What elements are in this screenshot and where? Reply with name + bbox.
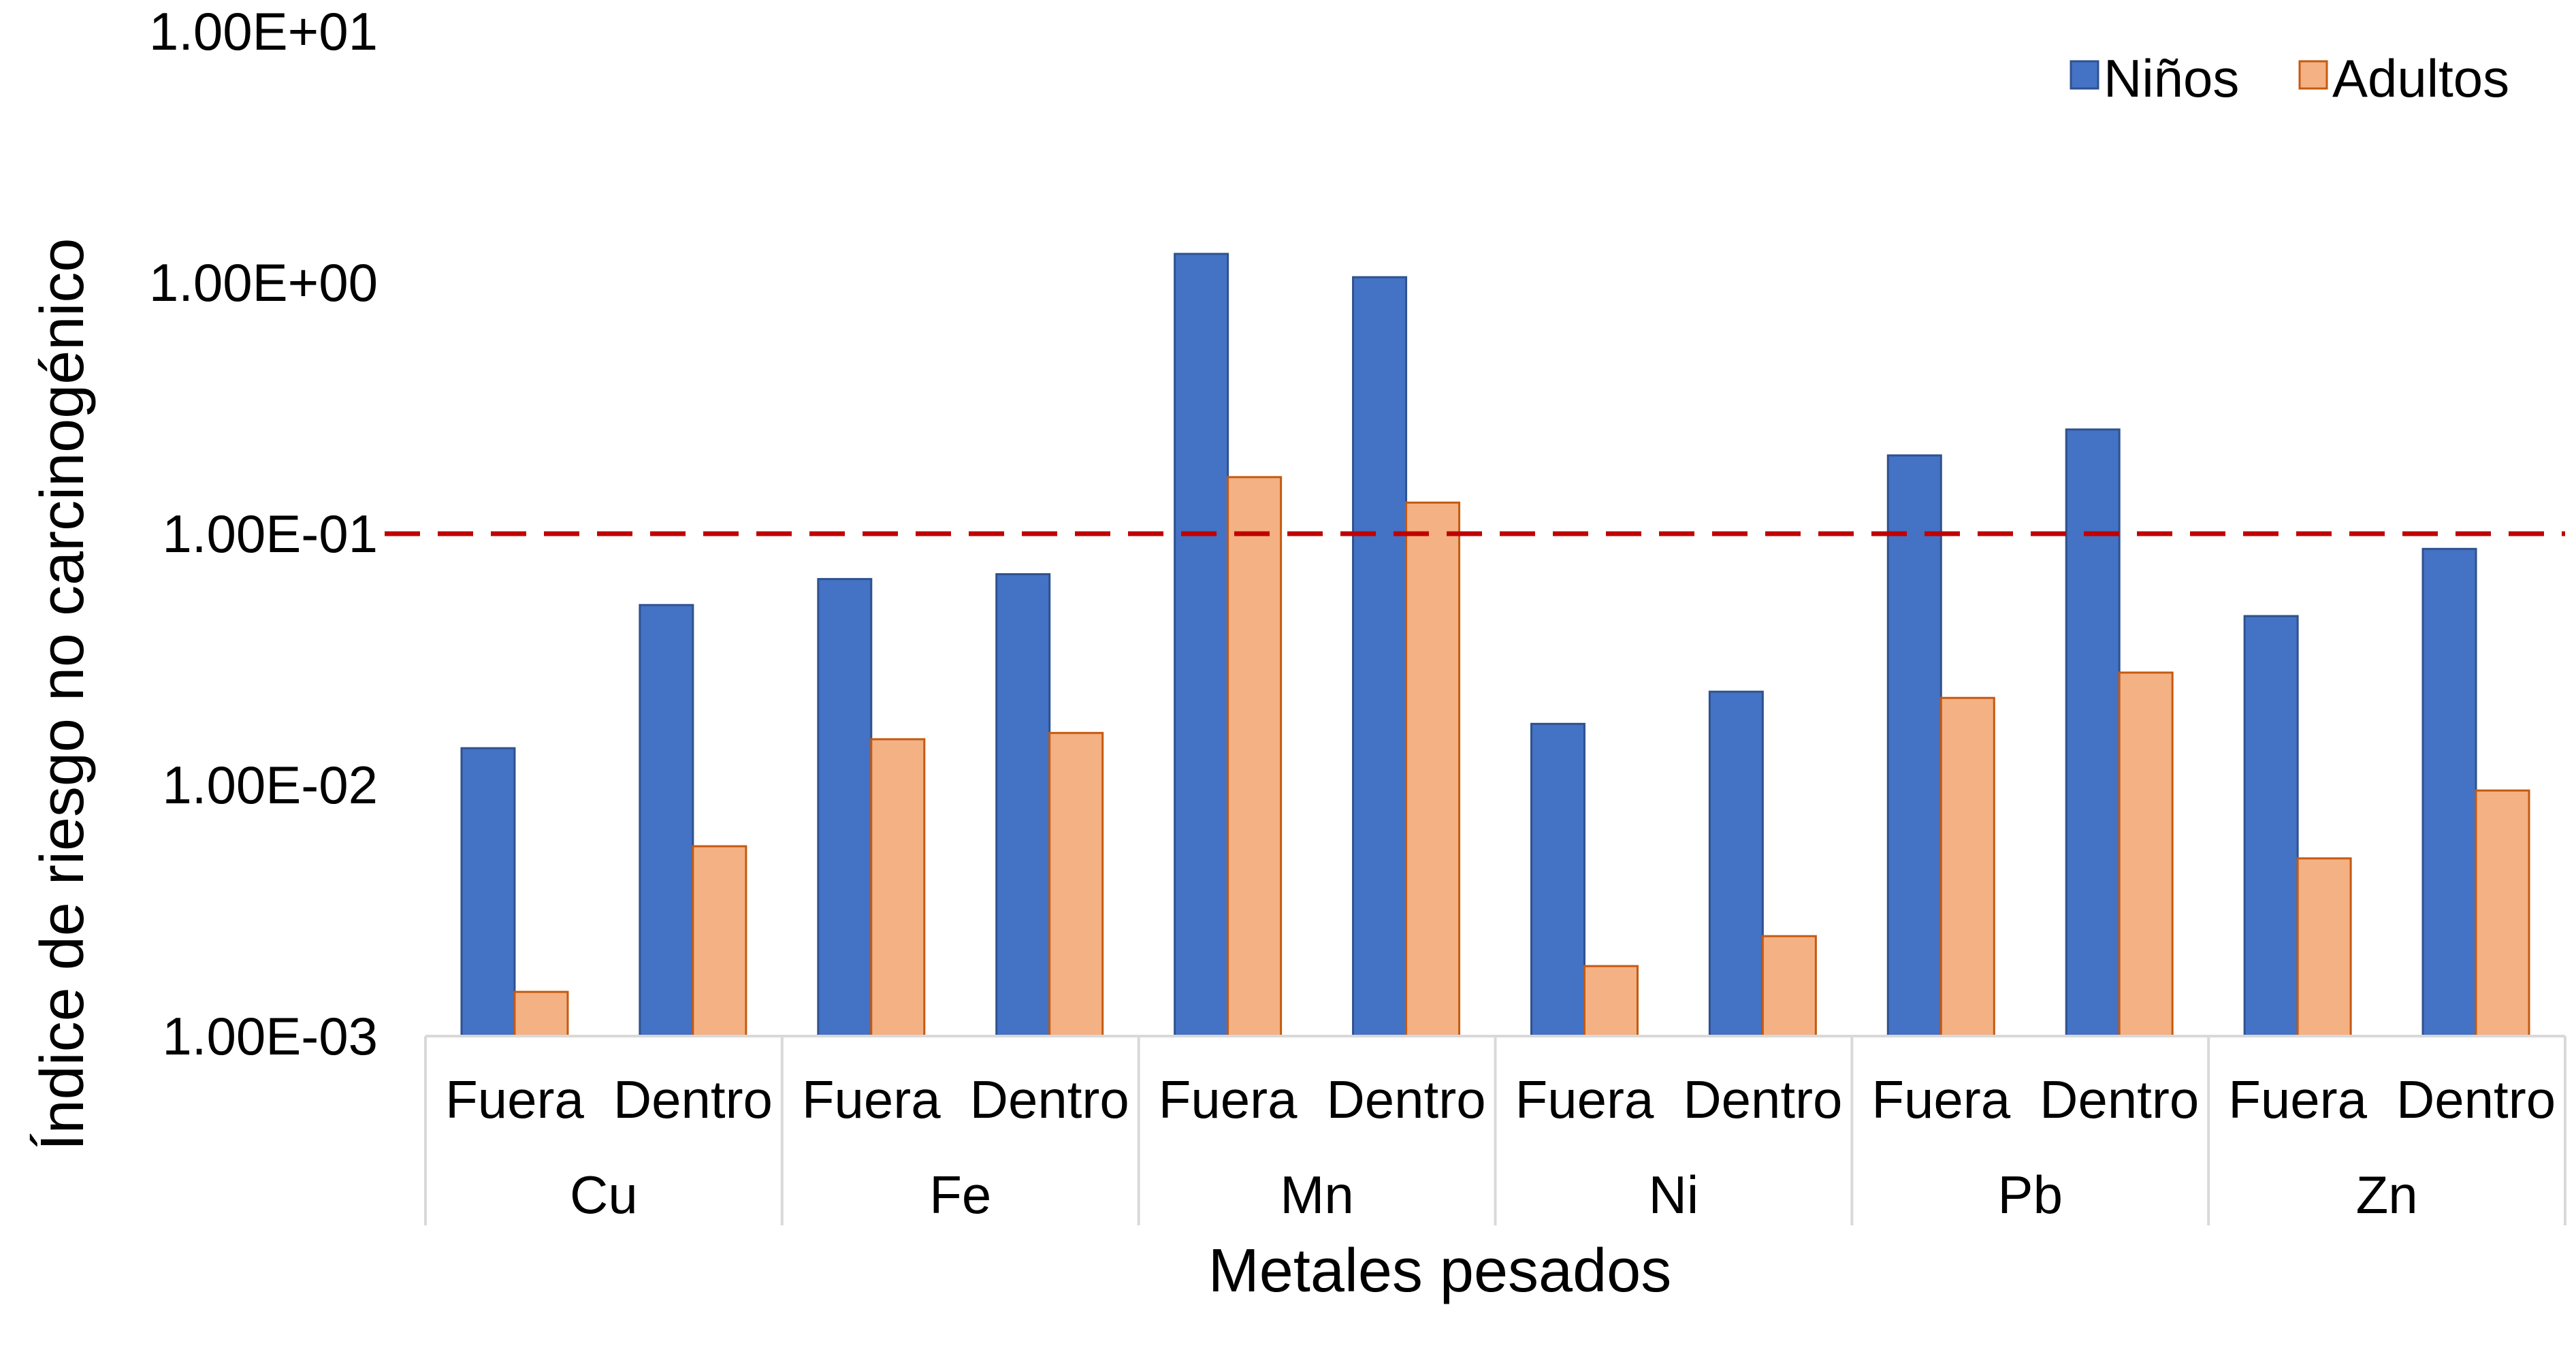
x-axis: Fuera Dentro Cu Fuera Dentro Fe Fuera Dentro Mn F… <box>424 1035 2566 1225</box>
x-group-label: Mn <box>1280 1165 1353 1225</box>
bar-ninos <box>1886 454 1942 1037</box>
bar-adultos <box>1227 476 1283 1037</box>
legend-swatch-adultos <box>2298 60 2328 90</box>
x-group-label: Cu <box>570 1165 638 1225</box>
x-subcategory-label: Dentro <box>1683 1069 1842 1129</box>
x-subcategory-label: Fuera <box>2228 1069 2367 1129</box>
x-group-label: Fe <box>929 1165 991 1225</box>
legend-label-ninos: Niños <box>2104 48 2239 108</box>
bar-ninos <box>817 578 873 1037</box>
y-axis-ticks: 1.00E-03 1.00E-02 1.00E-01 1.00E+00 1.00E+01 <box>149 1 378 1066</box>
bar-ninos <box>1708 690 1764 1037</box>
x-axis-label: Metales pesados <box>1208 1237 1671 1305</box>
x-subcategory-label: Dentro <box>1326 1069 1485 1129</box>
bar-adultos <box>1583 965 1639 1037</box>
bars <box>460 253 2530 1037</box>
x-subcategory-label: Dentro <box>613 1069 773 1129</box>
bar-ninos <box>460 747 516 1037</box>
bar-ninos <box>1174 253 1229 1037</box>
legend-swatch-ninos <box>2070 60 2099 90</box>
x-subcategory-label: Fuera <box>445 1069 584 1129</box>
bar-ninos <box>2421 547 2477 1037</box>
y-tick-label: 1.00E-01 <box>162 504 378 564</box>
bar-adultos <box>692 845 747 1037</box>
bar-adultos <box>1939 696 1995 1037</box>
y-tick-label: 1.00E+01 <box>149 1 378 61</box>
y-tick-label: 1.00E+00 <box>149 253 378 312</box>
x-group-label: Ni <box>1649 1165 1699 1225</box>
x-group-label: Pb <box>1998 1165 2063 1225</box>
legend: Niños Adultos <box>2070 48 2509 108</box>
bar-ninos <box>995 573 1051 1037</box>
x-subcategory-label: Dentro <box>2396 1069 2556 1129</box>
bar-ninos <box>2243 615 2299 1037</box>
bar-ninos <box>639 604 694 1037</box>
y-tick-label: 1.00E-02 <box>162 755 378 815</box>
x-subcategory-label: Fuera <box>1871 1069 2010 1129</box>
x-subcategory-label: Dentro <box>2040 1069 2199 1129</box>
x-group-label: Zn <box>2356 1165 2418 1225</box>
bar-ninos <box>2065 428 2121 1037</box>
x-subcategory-label: Fuera <box>802 1069 941 1129</box>
bar-adultos <box>1761 935 1817 1037</box>
x-subcategory-label: Fuera <box>1515 1069 1654 1129</box>
bar-adultos <box>513 990 569 1037</box>
bar-adultos <box>870 738 926 1037</box>
bar-adultos <box>2475 789 2530 1037</box>
bar-ninos <box>1352 276 1408 1037</box>
x-subcategory-label: Dentro <box>970 1069 1129 1129</box>
y-axis-label: Índice de riesgo no carcinogénico <box>29 238 97 1151</box>
bar-adultos <box>2118 671 2174 1037</box>
x-subcategory-label: Fuera <box>1159 1069 1298 1129</box>
bar-ninos <box>1530 722 1585 1037</box>
y-tick-label: 1.00E-03 <box>162 1006 378 1066</box>
legend-label-adultos: Adultos <box>2332 48 2509 108</box>
bar-adultos <box>1048 732 1104 1037</box>
bar-adultos <box>2296 857 2352 1037</box>
bar-adultos <box>1405 501 1461 1037</box>
